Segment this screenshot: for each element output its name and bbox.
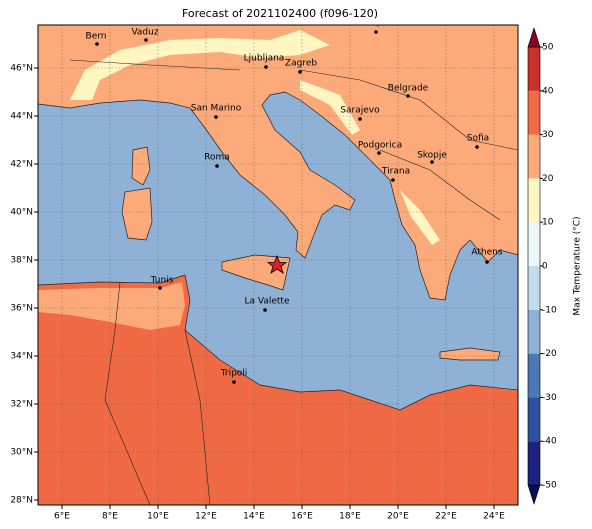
city-label: Vaduz [131, 28, 158, 38]
colorbar-band [528, 134, 540, 179]
city-label: Zagreb [285, 59, 317, 69]
sardinia [121, 187, 153, 241]
lat-tick-label: 32°N [10, 400, 33, 410]
city-label: Ljubljana [244, 54, 285, 64]
colorbar-band [528, 47, 540, 91]
city-label: Roma [204, 153, 230, 163]
city-label: Skopje [417, 151, 447, 161]
city-dot [298, 70, 302, 74]
star [266, 254, 288, 274]
colorbar-band [528, 353, 540, 398]
lat-tick-label: 34°N [10, 352, 33, 362]
map-area: Bern Vaduz Budapest Ljubljana Zagreb Belgrade… [38, 18, 518, 505]
city-dot [158, 286, 162, 290]
city-dot [215, 164, 219, 168]
colorbar-band [528, 397, 540, 442]
city-label: Sarajevo [340, 106, 380, 116]
city-label: Tunis [150, 276, 174, 286]
city-dot [263, 308, 267, 312]
colorbar-band [528, 178, 540, 223]
lat-tick-label: 42°N [10, 160, 33, 170]
colorbar-tick-label: 10 [542, 218, 554, 228]
city-label: Tripoli [220, 369, 248, 379]
city-dot [95, 42, 99, 46]
cities: Bern Vaduz Budapest Ljubljana Zagreb Belgrade… [86, 18, 503, 384]
lon-tick-label: 8°E [102, 512, 118, 522]
axes: 6°E 8°E 10°E 12°E 14°E 16°E 18°E 20°E 22°E 24°E 28… [10, 64, 505, 522]
colorbar-tick-label: 0 [542, 262, 548, 272]
lon-tick-label: 22°E [435, 512, 457, 522]
city-dot [475, 145, 479, 149]
city-label: Sofia [467, 134, 489, 144]
city-dot [377, 151, 381, 155]
colorbar-tick-label: -20 [542, 349, 557, 359]
colorbar-tick-label: 40 [542, 86, 554, 96]
lon-tick-label: 24°E [483, 512, 505, 522]
colorbar-over [527, 27, 541, 48]
colorbar-tick-label: -30 [542, 393, 557, 403]
city-label: Athens [471, 248, 502, 258]
lon-tick-label: 10°E [147, 512, 169, 522]
city-dot [374, 30, 378, 34]
city-label: Budapest [354, 18, 397, 28]
lat-tick-label: 30°N [10, 448, 33, 458]
colorbar-band [528, 90, 540, 135]
colorbar-tick-label: 30 [542, 130, 554, 140]
colorbar-tick-label: -40 [542, 437, 557, 447]
colorbar-label: Max Temperature (°C) [573, 216, 583, 315]
lon-tick-label: 12°E [195, 512, 217, 522]
lat-tick-label: 44°N [10, 112, 33, 122]
graticule [38, 25, 518, 505]
africa-land [38, 274, 518, 505]
title: Forecast of 2021102400 (f096-120) [182, 7, 378, 20]
lat-tick-label: 38°N [10, 256, 33, 266]
colorbar-under [527, 484, 541, 505]
lat-tick-label: 36°N [10, 304, 33, 314]
city-label: Tirana [381, 167, 410, 177]
lat-tick-label: 28°N [10, 496, 33, 506]
colorbar-tick-label: -50 [542, 481, 557, 491]
lat-tick-label: 46°N [10, 64, 33, 74]
colorbar-band [528, 309, 540, 354]
city-dot [264, 65, 268, 69]
city-label: Belgrade [388, 84, 429, 94]
colorbar-tick-label: 20 [542, 174, 554, 184]
city-label: Bern [86, 32, 107, 42]
colorbar-band [528, 266, 540, 310]
lon-tick-label: 14°E [243, 512, 265, 522]
city-dot [430, 160, 434, 164]
lat-tick-label: 40°N [10, 208, 33, 218]
colorbar-tick-label: 50 [542, 43, 554, 53]
city-dot [144, 38, 148, 42]
corsica [131, 146, 151, 186]
city-label: Podgorica [358, 141, 402, 151]
colorbar-band [528, 222, 540, 266]
tunisia-coast [38, 282, 185, 330]
lon-tick-label: 16°E [291, 512, 313, 522]
city-label: La Valette [245, 297, 290, 307]
crete [439, 347, 501, 361]
city-dot [485, 260, 489, 264]
map-frame [37, 24, 519, 506]
europe-land [38, 25, 518, 301]
lon-tick-label: 18°E [339, 512, 361, 522]
lon-tick-label: 6°E [54, 512, 70, 522]
city-label: San Marino [191, 104, 242, 114]
colorbar-tick-label: -10 [542, 305, 557, 315]
city-dot [358, 117, 362, 121]
city-dot [214, 115, 218, 119]
lon-tick-label: 20°E [387, 512, 409, 522]
colorbar: -50 -40 -30 -20 -10 0 10 20 30 40 50 [527, 27, 557, 505]
city-dot [232, 380, 236, 384]
city-dot [406, 94, 410, 98]
city-dot [391, 178, 395, 182]
colorbar-band [528, 441, 540, 485]
